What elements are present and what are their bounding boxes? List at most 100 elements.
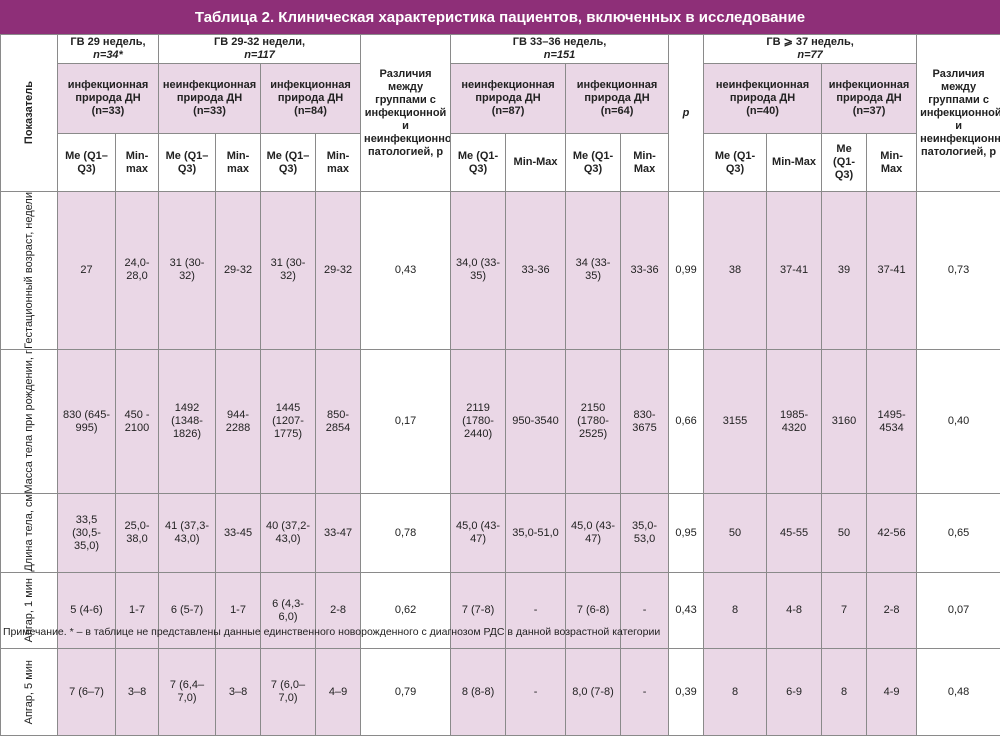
p-value-cell: 0,95 [669,494,704,573]
data-cell: 39 [822,192,867,350]
stat-header: Me (Q1-Q3) [566,134,621,192]
data-cell: 50 [822,494,867,573]
stat-header: Min-max [316,134,361,192]
data-cell: 3155 [704,349,767,494]
data-cell: 33,5 (30,5-35,0) [58,494,116,573]
data-cell: 1985-4320 [767,349,822,494]
group-gv37-header: ГВ ⩾ 37 недель,n=77 [704,35,917,64]
stat-header: Min-max [116,134,159,192]
stat-header: Me (Q1–Q3) [261,134,316,192]
table-note: Примечание. * – в таблице не представлен… [3,626,660,638]
data-cell: 4–9 [316,649,361,736]
data-cell: 31 (30-32) [159,192,216,350]
data-cell: 31 (30-32) [261,192,316,350]
data-cell: 944-2288 [216,349,261,494]
p-value-cell: 0,40 [917,349,1000,494]
p-value-cell: 0,07 [917,573,1000,649]
data-cell: 29-32 [316,192,361,350]
row-label: Гестационный возраст, недели [1,192,58,350]
p-header: p [669,35,704,192]
data-cell: 45-55 [767,494,822,573]
stat-header: Min-Max [506,134,566,192]
row-label: Масса тела при рождении, г [1,349,58,494]
p-value-cell: 0,43 [669,573,704,649]
p-value-cell: 0,17 [361,349,451,494]
data-cell: 830 (645-995) [58,349,116,494]
data-cell: 2119 (1780-2440) [451,349,506,494]
data-cell: 33-36 [621,192,669,350]
data-cell: 34,0 (33-35) [451,192,506,350]
data-cell: 450 - 2100 [116,349,159,494]
p-value-cell: 0,99 [669,192,704,350]
data-cell: 7 [822,573,867,649]
p-value-cell: 0,48 [917,649,1000,736]
p-value-cell: 0,66 [669,349,704,494]
stat-header: Me (Q1-Q3) [451,134,506,192]
data-cell: 37-41 [767,192,822,350]
data-cell: 33-45 [216,494,261,573]
data-cell: 830-3675 [621,349,669,494]
data-cell: 3160 [822,349,867,494]
data-cell: 3–8 [116,649,159,736]
data-cell: 850-2854 [316,349,361,494]
sub-gv37-inf: инфекционная природа ДН(n=37) [822,64,917,134]
data-cell: 8,0 (7-8) [566,649,621,736]
data-cell: 8 [704,649,767,736]
data-cell: 35,0-51,0 [506,494,566,573]
data-cell: 950-3540 [506,349,566,494]
p-value-cell: 0,78 [361,494,451,573]
stat-header: Me (Q1-Q3) [822,134,867,192]
data-cell: 34 (33-35) [566,192,621,350]
row-label: Длина тела, см [1,494,58,573]
data-cell: 1492 (1348-1826) [159,349,216,494]
stat-header: Min-Max [767,134,822,192]
data-cell: 2-8 [867,573,917,649]
stat-header: Min-Max [867,134,917,192]
data-cell: 45,0 (43-47) [566,494,621,573]
sub-gv29-inf: инфекционная природа ДН(n=33) [58,64,159,134]
stat-header: Min-max [216,134,261,192]
stat-header: Me (Q1–Q3) [159,134,216,192]
data-cell: 35,0-53,0 [621,494,669,573]
data-cell: 8 (8-8) [451,649,506,736]
data-cell: - [621,649,669,736]
sub-gv33-36-inf: инфекционная природа ДН(n=64) [566,64,669,134]
diff1-header: Различия между группами с инфекционной и… [361,35,451,192]
sub-gv37-noninf: неинфекционная природа ДН(n=40) [704,64,822,134]
data-cell: 41 (37,3-43,0) [159,494,216,573]
data-cell: 8 [822,649,867,736]
data-cell: 33-36 [506,192,566,350]
data-cell: 37-41 [867,192,917,350]
data-cell: 3–8 [216,649,261,736]
indicator-header: Показатель [1,35,58,192]
data-cell: 8 [704,573,767,649]
data-cell: 7 (6,0–7,0) [261,649,316,736]
data-cell: 1495-4534 [867,349,917,494]
data-cell: 1445 (1207-1775) [261,349,316,494]
stat-header: Me (Q1–Q3) [58,134,116,192]
sub-gv29-32-noninf: неинфекционная природа ДН(n=33) [159,64,261,134]
p-value-cell: 0,39 [669,649,704,736]
data-cell: 24,0-28,0 [116,192,159,350]
stat-header: Min-Max [621,134,669,192]
data-cell: 29-32 [216,192,261,350]
document-page: Таблица 2. Клиническая характеристика па… [0,0,1000,647]
stat-header: Me (Q1-Q3) [704,134,767,192]
data-cell: 50 [704,494,767,573]
group-gv33-36-header: ГВ 33–36 недель,n=151 [451,35,669,64]
data-cell: 6-9 [767,649,822,736]
data-cell: 40 (37,2-43,0) [261,494,316,573]
data-cell: 42-56 [867,494,917,573]
data-cell: 2150 (1780-2525) [566,349,621,494]
data-cell: 4-8 [767,573,822,649]
p-value-cell: 0,73 [917,192,1000,350]
data-cell: 33-47 [316,494,361,573]
data-cell: 25,0-38,0 [116,494,159,573]
sub-gv29-32-inf: инфекционная природа ДН(n=84) [261,64,361,134]
data-cell: - [506,649,566,736]
group-gv29-header: ГВ 29 недель,n=34* [58,35,159,64]
